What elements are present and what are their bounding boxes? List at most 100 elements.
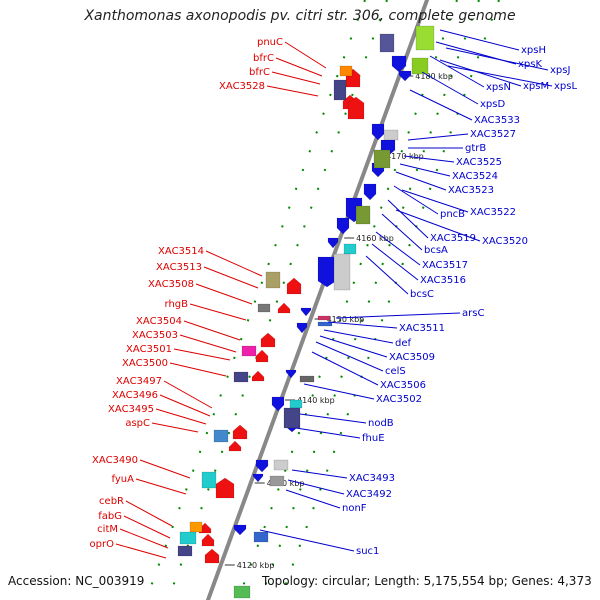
reverse-leader-line bbox=[375, 231, 421, 266]
accession-value: NC_003919 bbox=[75, 574, 145, 588]
reverse-leader-line bbox=[401, 189, 469, 213]
forward-gene-arrow bbox=[232, 424, 248, 440]
forward-gene-label: XAC3500 bbox=[122, 358, 168, 369]
reverse-leader-line bbox=[409, 89, 473, 121]
reverse-gene-label: XAC3519 bbox=[430, 233, 476, 244]
reverse-gene-arrow bbox=[371, 123, 385, 141]
reverse-leader-line bbox=[365, 255, 409, 295]
reverse-gene-label: XAC3527 bbox=[470, 129, 516, 140]
forward-gene-label: oprO bbox=[90, 539, 115, 550]
reverse-gene-label: xpsJ bbox=[550, 65, 570, 76]
reverse-gene-label: fhuE bbox=[362, 433, 385, 444]
forward-gene-label: XAC3496 bbox=[112, 390, 158, 401]
forward-gene-label: XAC3490 bbox=[92, 455, 138, 466]
gene-box bbox=[379, 33, 395, 53]
reverse-leader-line bbox=[299, 413, 367, 424]
forward-gene-label: bfrC bbox=[249, 67, 270, 78]
guide-line bbox=[279, 0, 500, 600]
reverse-gene-arrow bbox=[233, 524, 247, 536]
reverse-gene-label: XAC3533 bbox=[474, 115, 520, 126]
tick-label: 4160 kbp bbox=[356, 234, 394, 243]
reverse-gene-label: XAC3520 bbox=[482, 236, 528, 247]
gene-box bbox=[355, 205, 371, 225]
forward-leader-line bbox=[205, 250, 263, 277]
forward-gene-arrow bbox=[228, 440, 242, 452]
gene-box bbox=[179, 531, 197, 545]
forward-leader-line bbox=[123, 515, 171, 539]
forward-gene-arrow bbox=[260, 332, 276, 348]
topology-value: circular bbox=[321, 574, 367, 588]
reverse-leader-line bbox=[327, 321, 398, 329]
reverse-leader-line bbox=[439, 59, 522, 87]
reverse-gene-label: suc1 bbox=[356, 546, 379, 557]
reverse-gene-label: XAC3492 bbox=[346, 489, 392, 500]
gene-box bbox=[317, 321, 333, 327]
reverse-gene-label: xpsD bbox=[480, 99, 505, 110]
gene-box bbox=[383, 129, 399, 141]
forward-leader-line bbox=[163, 380, 213, 409]
reverse-gene-arrow bbox=[255, 459, 269, 473]
forward-gene-arrow bbox=[201, 533, 215, 547]
reverse-gene-label: xpsL bbox=[554, 81, 577, 92]
accession-label: Accession: bbox=[8, 574, 72, 588]
forward-leader-line bbox=[284, 41, 327, 69]
reverse-gene-label: def bbox=[395, 338, 412, 349]
accession-footer: Accession: NC_003919 bbox=[8, 574, 144, 588]
gene-box bbox=[333, 253, 351, 291]
reverse-gene-label: XAC3522 bbox=[470, 207, 516, 218]
forward-gene-arrow bbox=[347, 96, 365, 120]
reverse-leader-line bbox=[371, 243, 419, 281]
forward-gene-label: pnuC bbox=[257, 37, 283, 48]
gene-box bbox=[213, 429, 229, 443]
gene-box bbox=[201, 471, 217, 489]
reverse-gene-label: XAC3502 bbox=[376, 394, 422, 405]
genes-label: Genes: bbox=[511, 574, 554, 588]
tick-label: 4130 kbp bbox=[267, 479, 305, 488]
forward-leader-line bbox=[155, 408, 207, 425]
gene-box bbox=[233, 371, 249, 383]
reverse-leader-line bbox=[393, 185, 439, 215]
reverse-gene-label: pncB bbox=[440, 209, 465, 220]
guide-line bbox=[259, 0, 480, 600]
reverse-gene-arrow bbox=[252, 473, 264, 483]
forward-leader-line bbox=[115, 543, 167, 559]
forward-gene-label: XAC3495 bbox=[108, 404, 154, 415]
gene-box bbox=[253, 531, 269, 543]
reverse-leader-line bbox=[259, 529, 355, 552]
reverse-gene-label: xpsH bbox=[521, 45, 546, 56]
forward-gene-label: rhgB bbox=[165, 299, 189, 310]
forward-gene-arrow bbox=[215, 477, 235, 499]
gene-box bbox=[299, 375, 315, 383]
genes-value: 4,373 bbox=[557, 574, 592, 588]
forward-gene-arrow bbox=[277, 302, 291, 314]
forward-leader-line bbox=[271, 71, 321, 85]
forward-gene-arrow bbox=[286, 277, 302, 295]
forward-gene-label: XAC3504 bbox=[136, 316, 182, 327]
reverse-leader-line bbox=[395, 209, 481, 242]
genome-backbone bbox=[205, 0, 430, 600]
forward-gene-label: XAC3503 bbox=[132, 330, 178, 341]
reverse-gene-label: nonF bbox=[342, 503, 367, 514]
forward-gene-label: cebR bbox=[99, 496, 124, 507]
forward-leader-line bbox=[139, 459, 191, 479]
reverse-leader-line bbox=[315, 341, 384, 372]
reverse-leader-line bbox=[403, 155, 455, 163]
gene-box bbox=[339, 65, 353, 77]
reverse-leader-line bbox=[445, 47, 549, 71]
gene-box bbox=[177, 545, 193, 557]
forward-leader-line bbox=[173, 348, 231, 361]
reverse-leader-line bbox=[387, 199, 429, 239]
gene-box bbox=[411, 57, 429, 75]
forward-leader-line bbox=[189, 303, 247, 321]
forward-gene-label: XAC3514 bbox=[158, 246, 204, 257]
gene-box bbox=[317, 315, 331, 321]
gene-box bbox=[373, 149, 391, 169]
reverse-gene-arrow bbox=[327, 237, 339, 249]
length-label: Length: bbox=[374, 574, 420, 588]
reverse-leader-line bbox=[447, 65, 553, 87]
forward-leader-line bbox=[275, 57, 323, 77]
tick-label: 4140 kbp bbox=[297, 396, 335, 405]
reverse-gene-label: xpsM bbox=[523, 81, 549, 92]
